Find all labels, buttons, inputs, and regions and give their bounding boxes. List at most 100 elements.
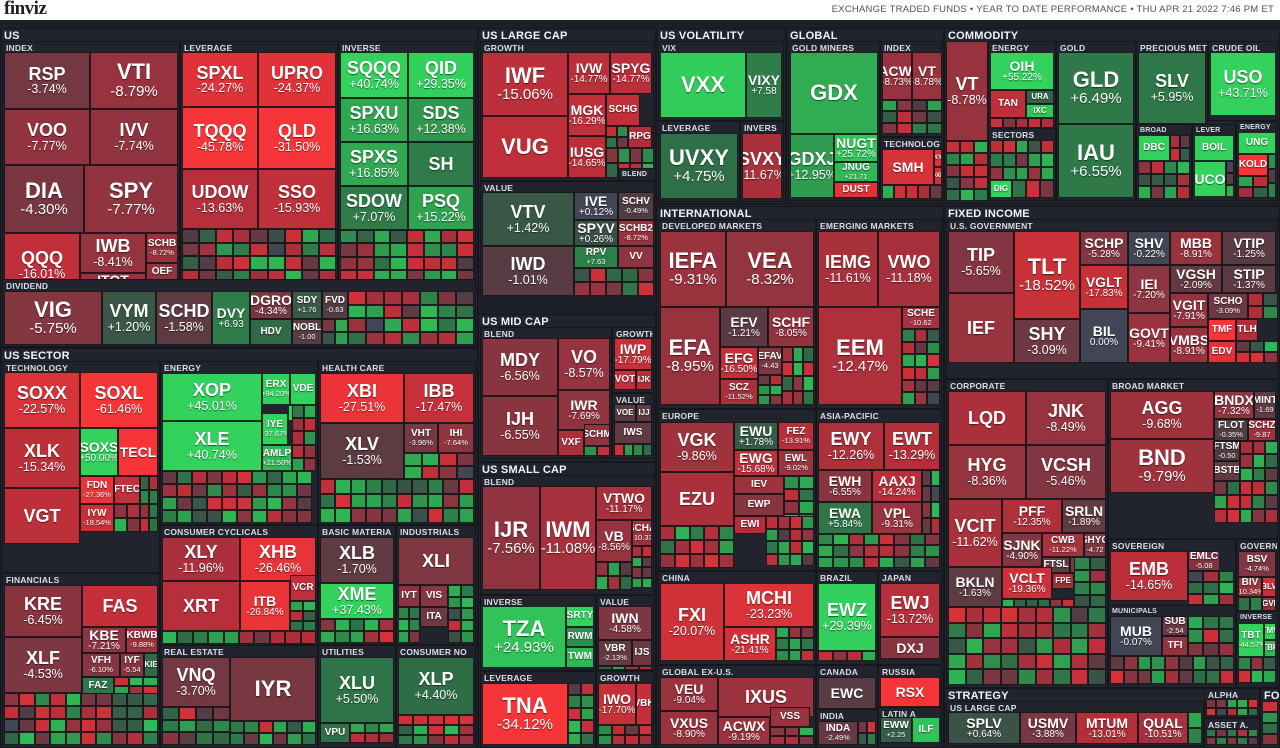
etf-tile-micro[interactable]: [909, 545, 925, 557]
etf-tile-micro[interactable]: [924, 545, 940, 557]
etf-tile[interactable]: EFAV -4.43: [758, 347, 782, 375]
etf-tile-micro[interactable]: [149, 518, 158, 532]
etf-tile-micro[interactable]: [461, 585, 474, 597]
etf-tile-micro[interactable]: [1265, 509, 1278, 523]
etf-tile-micro[interactable]: [1262, 701, 1278, 712]
etf-tile[interactable]: VXUS -8.90%: [660, 711, 718, 745]
etf-tile-micro[interactable]: [4, 732, 20, 745]
etf-tile-micro[interactable]: [292, 405, 304, 419]
etf-tile[interactable]: INDA -2.49%: [818, 721, 858, 745]
etf-tile[interactable]: SCHP -5.28%: [1080, 231, 1128, 265]
etf-tile-micro[interactable]: [581, 720, 594, 733]
etf-tile[interactable]: SRTY: [566, 606, 594, 627]
etf-tile-micro[interactable]: [784, 736, 800, 745]
etf-tile-micro[interactable]: [412, 508, 428, 523]
etf-tile[interactable]: EFG -16.50%: [720, 347, 758, 379]
etf-tile-micro[interactable]: [1247, 729, 1258, 737]
etf-tile[interactable]: QLD -31.50%: [258, 107, 336, 169]
etf-tile-micro[interactable]: [596, 562, 608, 576]
etf-tile-micro[interactable]: [366, 291, 384, 305]
etf-tile-micro[interactable]: [1000, 669, 1019, 685]
etf-tile-micro[interactable]: [127, 706, 143, 719]
etf-tile-micro[interactable]: [918, 185, 930, 199]
etf-tile-micro[interactable]: [282, 510, 297, 523]
etf-tile-micro[interactable]: [1226, 161, 1234, 173]
etf-tile-micro[interactable]: [409, 607, 420, 619]
etf-tile-micro[interactable]: [1264, 341, 1278, 352]
etf-tile-micro[interactable]: [398, 715, 414, 725]
etf-tile[interactable]: SQQQ +40.74%: [340, 52, 408, 98]
etf-tile-micro[interactable]: [1088, 638, 1106, 654]
etf-tile-micro[interactable]: [267, 471, 282, 484]
etf-tile[interactable]: STIP -1.37%: [1222, 265, 1276, 293]
etf-tile[interactable]: IEFA -9.31%: [660, 231, 726, 307]
etf-tile-micro[interactable]: [1180, 148, 1190, 161]
etf-tile[interactable]: SOXS +50.00%: [80, 428, 118, 476]
etf-tile-micro[interactable]: [974, 189, 988, 201]
etf-tile-micro[interactable]: [1002, 166, 1016, 180]
etf-tile-micro[interactable]: [1216, 699, 1227, 708]
etf-tile-micro[interactable]: [863, 534, 879, 546]
etf-tile-micro[interactable]: [1138, 186, 1151, 199]
etf-tile-micro[interactable]: [778, 516, 790, 529]
etf-tile[interactable]: VDE: [290, 373, 316, 405]
etf-tile-micro[interactable]: [833, 556, 849, 568]
etf-tile-micro[interactable]: [213, 707, 230, 720]
etf-tile-micro[interactable]: [948, 638, 966, 654]
etf-tile-micro[interactable]: [1000, 653, 1019, 670]
etf-tile-micro[interactable]: [457, 230, 474, 244]
etf-tile-micro[interactable]: [922, 518, 931, 534]
etf-tile-micro[interactable]: [162, 484, 177, 497]
etf-tile-micro[interactable]: [818, 545, 834, 557]
etf-tile-micro[interactable]: [207, 510, 222, 523]
etf-tile-micro[interactable]: [1170, 148, 1180, 161]
etf-tile-micro[interactable]: [861, 651, 876, 661]
etf-tile[interactable]: XLU +5.50%: [320, 657, 394, 723]
etf-tile-micro[interactable]: [349, 631, 365, 643]
etf-tile-micro[interactable]: [1028, 140, 1042, 154]
etf-tile[interactable]: DBC: [1138, 135, 1170, 161]
etf-tile-micro[interactable]: [222, 471, 237, 484]
etf-tile-micro[interactable]: [1265, 441, 1278, 455]
etf-tile[interactable]: VXX: [660, 52, 746, 118]
etf-tile-micro[interactable]: [199, 242, 217, 257]
etf-tile-micro[interactable]: [233, 229, 251, 243]
etf-tile[interactable]: FVD -0.63: [322, 291, 348, 319]
etf-tile-micro[interactable]: [801, 638, 814, 650]
etf-tile-micro[interactable]: [366, 493, 382, 509]
etf-tile-micro[interactable]: [632, 577, 642, 588]
etf-tile-micro[interactable]: [398, 725, 414, 735]
etf-tile-micro[interactable]: [778, 553, 790, 566]
etf-tile-micro[interactable]: [927, 329, 940, 342]
etf-tile-micro[interactable]: [617, 137, 628, 148]
etf-tile[interactable]: IEV: [734, 476, 784, 494]
etf-tile-micro[interactable]: [230, 721, 245, 733]
etf-tile-micro[interactable]: [1018, 669, 1036, 685]
etf-tile-micro[interactable]: [790, 553, 802, 566]
etf-tile-micro[interactable]: [758, 375, 770, 385]
etf-tile-micro[interactable]: [379, 631, 394, 643]
etf-tile[interactable]: XLB -1.70%: [320, 537, 394, 583]
etf-tile-micro[interactable]: [788, 649, 802, 661]
etf-tile-micro[interactable]: [458, 493, 474, 509]
etf-tile[interactable]: TIP -5.65%: [948, 231, 1014, 293]
etf-tile-micro[interactable]: [34, 706, 51, 719]
etf-tile[interactable]: MDY -6.56%: [482, 338, 558, 396]
etf-tile[interactable]: NOBL -1.00: [292, 319, 322, 345]
etf-tile-micro[interactable]: [1203, 571, 1219, 583]
etf-tile[interactable]: KOLD: [1238, 154, 1268, 176]
etf-tile-micro[interactable]: [792, 376, 804, 391]
etf-tile-micro[interactable]: [803, 390, 814, 405]
etf-tile[interactable]: SCHB2 -8.72%: [618, 220, 654, 246]
etf-tile-micro[interactable]: [882, 111, 897, 123]
etf-tile-micro[interactable]: [632, 546, 642, 557]
etf-tile-micro[interactable]: [946, 165, 960, 177]
etf-tile-micro[interactable]: [397, 479, 413, 494]
etf-tile-micro[interactable]: [1088, 622, 1106, 639]
etf-tile[interactable]: VTI -8.79%: [90, 52, 178, 109]
etf-tile-micro[interactable]: [440, 243, 458, 257]
etf-tile-micro[interactable]: [801, 649, 814, 661]
etf-tile-micro[interactable]: [946, 177, 960, 189]
etf-tile-micro[interactable]: [318, 256, 336, 270]
etf-tile-micro[interactable]: [1038, 599, 1050, 607]
